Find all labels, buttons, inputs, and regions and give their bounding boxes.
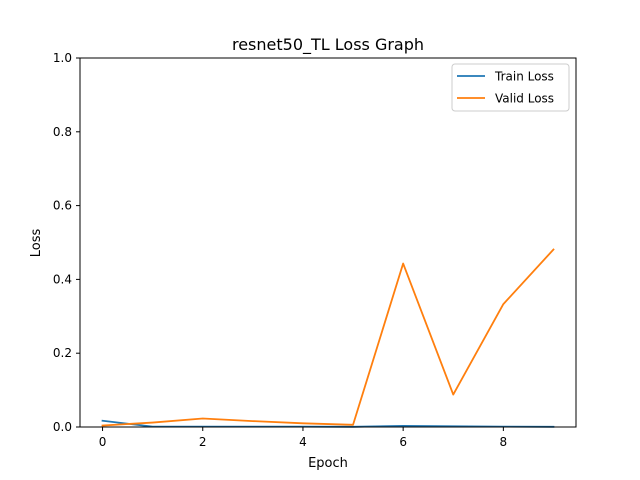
legend-label-valid-loss: Valid Loss bbox=[495, 92, 554, 106]
y-tick-label: 1.0 bbox=[53, 51, 72, 65]
x-axis-ticks: 0 2 4 6 8 bbox=[99, 427, 507, 449]
y-tick-label: 0.6 bbox=[53, 199, 72, 213]
y-tick-label: 0.4 bbox=[53, 272, 72, 286]
y-tick-label: 0.2 bbox=[53, 346, 72, 360]
chart-title: resnet50_TL Loss Graph bbox=[232, 35, 424, 55]
x-tick-label: 0 bbox=[99, 435, 107, 449]
legend: Train Loss Valid Loss bbox=[451, 63, 570, 112]
x-tick-label: 4 bbox=[299, 435, 307, 449]
y-axis-ticks: 0.0 0.2 0.4 0.6 0.8 1.0 bbox=[53, 51, 80, 434]
legend-label-train-loss: Train Loss bbox=[494, 70, 554, 84]
x-axis-label: Epoch bbox=[308, 456, 348, 471]
x-tick-label: 8 bbox=[500, 435, 508, 449]
x-tick-label: 2 bbox=[199, 435, 207, 449]
series-layer bbox=[101, 248, 555, 428]
y-tick-label: 0.0 bbox=[53, 420, 72, 434]
y-axis-label: Loss bbox=[29, 229, 44, 258]
series-line-valid-loss bbox=[101, 248, 555, 427]
axes-frame bbox=[79, 57, 577, 428]
x-tick-label: 6 bbox=[399, 435, 407, 449]
y-tick-label: 0.8 bbox=[53, 125, 72, 139]
